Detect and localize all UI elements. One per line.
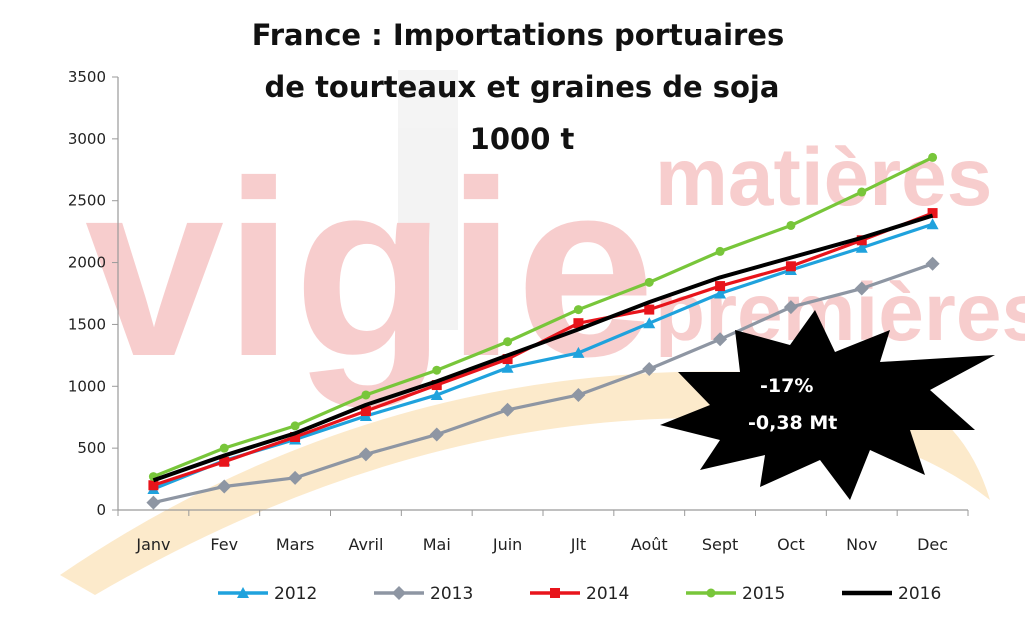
legend-item-2016: 2016 <box>842 584 941 604</box>
x-tick-label: Sept <box>702 535 738 554</box>
x-tick-label: Janv <box>135 535 170 554</box>
data-point-2014 <box>856 235 867 246</box>
y-tick-label: 1000 <box>68 377 106 395</box>
data-point-2015 <box>361 390 371 400</box>
watermark-lighthouse <box>398 70 458 330</box>
legend-label-2014: 2014 <box>586 584 629 604</box>
data-point-2012 <box>430 388 443 400</box>
data-point-2015 <box>290 421 300 431</box>
series-2013 <box>146 256 940 510</box>
annotation-line-1: -17% <box>760 375 813 397</box>
data-point-2012 <box>572 346 585 358</box>
legend-item-2012: 2012 <box>218 584 317 604</box>
data-point-2015 <box>786 220 796 230</box>
x-tick-label: Avril <box>348 535 383 554</box>
data-point-2013 <box>429 427 444 442</box>
data-point-2015 <box>503 337 513 347</box>
data-point-2013 <box>854 281 869 296</box>
chart-title-line-1: France : Importations portuaires <box>252 18 785 52</box>
y-tick-label: 3500 <box>68 68 106 86</box>
y-tick-label: 0 <box>96 501 106 519</box>
data-point-2015 <box>644 277 654 287</box>
legend-label-2016: 2016 <box>898 584 941 604</box>
y-tick-label: 3000 <box>68 130 106 148</box>
data-point-2014 <box>785 261 796 272</box>
data-point-2013 <box>358 447 373 462</box>
data-point-2015 <box>928 152 938 162</box>
series-2016 <box>152 213 934 483</box>
legend: 2012 2013 2014 2015 2016 <box>218 584 941 604</box>
data-point-2012 <box>714 287 727 299</box>
series-line-2016 <box>152 213 934 483</box>
x-tick-label: Juin <box>492 535 522 554</box>
data-point-2014 <box>219 456 230 467</box>
x-tick-label: Jlt <box>570 535 586 554</box>
x-tick-label: Dec <box>917 535 948 554</box>
x-tick-label: Nov <box>846 535 877 554</box>
data-point-2015 <box>857 187 867 197</box>
legend-label-2012: 2012 <box>274 584 317 604</box>
data-point-2014 <box>148 480 159 491</box>
data-point-2013 <box>146 495 161 510</box>
legend-marker-2013 <box>392 586 406 600</box>
data-point-2012 <box>855 241 868 253</box>
x-tick-label: Mars <box>276 535 315 554</box>
chart-title-line-2: de tourteaux et graines de soja <box>265 70 780 104</box>
legend-item-2015: 2015 <box>686 584 785 604</box>
data-point-2015 <box>573 305 583 315</box>
legend-item-2013: 2013 <box>374 584 473 604</box>
series-layer <box>146 152 940 510</box>
x-tick-label: Mai <box>423 535 451 554</box>
legend-label-2013: 2013 <box>430 584 473 604</box>
series-line-2015 <box>152 155 934 479</box>
watermark-brand-line1: matières <box>655 132 992 223</box>
data-point-2015 <box>715 246 725 256</box>
axes: 0 500 1000 1500 2000 2500 3000 3500 Janv Fev Mars A… <box>68 68 969 554</box>
data-point-2013 <box>925 256 940 271</box>
x-tick-label: Août <box>631 535 668 554</box>
data-point-2013 <box>571 387 586 402</box>
starburst-shape <box>660 310 995 500</box>
annotation-starburst: -17% -0,38 Mt <box>660 310 995 500</box>
x-tick-label: Oct <box>777 535 805 554</box>
watermark-brand-main: vigie <box>85 129 655 408</box>
legend-marker-2014 <box>550 588 560 598</box>
data-point-2013 <box>642 361 657 376</box>
data-point-2014 <box>927 208 938 219</box>
data-point-2013 <box>217 479 232 494</box>
y-tick-label: 500 <box>77 439 106 457</box>
chart-title-line-3: 1000 t <box>470 122 575 156</box>
data-point-2012 <box>501 361 514 373</box>
legend-marker-2012 <box>237 587 249 598</box>
data-point-2013 <box>288 470 303 485</box>
legend-label-2015: 2015 <box>742 584 785 604</box>
data-point-2012 <box>643 317 656 329</box>
data-point-2014 <box>644 304 655 315</box>
series-line-2012 <box>152 222 934 491</box>
series-line-2013 <box>153 262 934 505</box>
legend-marker-2015 <box>706 588 716 598</box>
y-tick-label: 1500 <box>68 315 106 333</box>
data-point-2014 <box>715 281 726 292</box>
legend-item-2014: 2014 <box>530 584 629 604</box>
x-tick-label: Fev <box>210 535 238 554</box>
data-point-2013 <box>500 402 515 417</box>
data-point-2014 <box>502 354 513 365</box>
data-point-2014 <box>573 318 584 329</box>
y-tick-label: 2500 <box>68 192 106 210</box>
annotation-line-2: -0,38 Mt <box>748 412 837 434</box>
data-point-2015 <box>432 365 442 375</box>
data-point-2012 <box>926 218 939 230</box>
y-tick-label: 2000 <box>68 254 106 272</box>
data-point-2014 <box>360 406 371 417</box>
data-point-2014 <box>290 432 301 443</box>
data-point-2013 <box>783 300 798 315</box>
data-point-2014 <box>431 380 442 391</box>
data-point-2013 <box>713 332 728 347</box>
data-point-2015 <box>219 443 229 453</box>
